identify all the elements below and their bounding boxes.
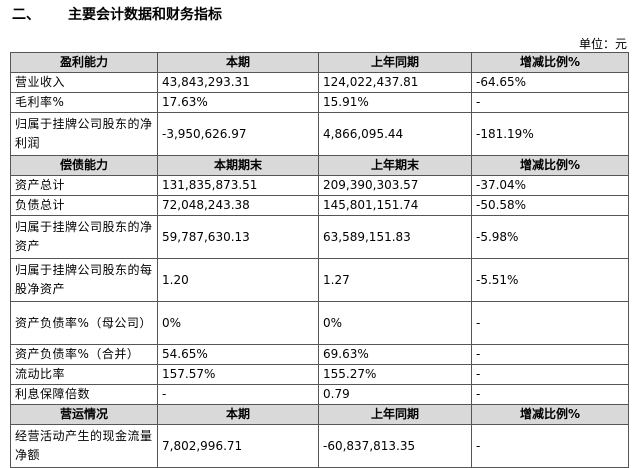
header-cell: 本期期末	[157, 155, 319, 176]
data-row: 流动比率 157.57% 155.27% -	[10, 364, 629, 385]
cell: -181.19%	[471, 112, 629, 156]
data-row: 营业收入 43,843,293.31 124,022,437.81 -64.65%	[10, 72, 629, 93]
data-row: 归属于挂牌公司股东的净利润 -3,950,626.97 4,866,095.44 -1…	[10, 112, 629, 156]
cell: -64.65%	[471, 72, 629, 93]
cell: 0%	[157, 301, 319, 345]
row-label: 流动比率	[10, 364, 158, 385]
row-label: 营业收入	[10, 72, 158, 93]
header-cell: 营运情况	[10, 404, 158, 425]
cell: -	[471, 92, 629, 113]
financial-table: 盈利能力 本期 上年同期 增减比例% 营业收入 43,843,293.31 124,022,…	[10, 52, 629, 468]
data-row: 资产负债率%（母公司） 0% 0% -	[10, 301, 629, 345]
cell: -5.98%	[471, 215, 629, 259]
data-row: 资产负债率%（合并） 54.65% 69.63% -	[10, 344, 629, 365]
section-number: 二、	[12, 7, 40, 23]
cell: 63,589,151.83	[318, 215, 472, 259]
cell: -60,837,813.35	[318, 424, 472, 468]
data-row: 资产总计 131,835,873.51 209,390,303.57 -37.04%	[10, 175, 629, 196]
cell: -3,950,626.97	[157, 112, 319, 156]
row-label: 资产负债率%（母公司）	[10, 301, 158, 345]
data-row: 毛利率% 17.63% 15.91% -	[10, 92, 629, 113]
cell: -	[471, 424, 629, 468]
cell: 155.27%	[318, 364, 472, 385]
cell: -	[471, 384, 629, 405]
cell: 0.79	[318, 384, 472, 405]
cell: 1.20	[157, 258, 319, 302]
row-label: 资产总计	[10, 175, 158, 196]
cell: 17.63%	[157, 92, 319, 113]
header-cell: 上年同期	[318, 404, 472, 425]
cell: 54.65%	[157, 344, 319, 365]
cell: 1.27	[318, 258, 472, 302]
cell: 69.63%	[318, 344, 472, 365]
cell: 131,835,873.51	[157, 175, 319, 196]
cell: 15.91%	[318, 92, 472, 113]
row-label: 负债总计	[10, 195, 158, 216]
row-label: 归属于挂牌公司股东的每股净资产	[10, 258, 158, 302]
cell: 7,802,996.71	[157, 424, 319, 468]
row-label: 利息保障倍数	[10, 384, 158, 405]
header-cell: 上年同期	[318, 52, 472, 73]
header-cell: 偿债能力	[10, 155, 158, 176]
cell: -	[157, 384, 319, 405]
cell: 157.57%	[157, 364, 319, 385]
cell: 0%	[318, 301, 472, 345]
header-cell: 增减比例%	[471, 404, 629, 425]
header-cell: 上年期末	[318, 155, 472, 176]
cell: -37.04%	[471, 175, 629, 196]
cell: -50.58%	[471, 195, 629, 216]
header-cell: 增减比例%	[471, 52, 629, 73]
row-label: 归属于挂牌公司股东的净利润	[10, 112, 158, 156]
cell: -	[471, 301, 629, 345]
header-cell: 本期	[157, 52, 319, 73]
unit-note: 单位：元	[578, 37, 627, 51]
section-heading: 二、 主要会计数据和财务指标	[12, 4, 222, 24]
data-row: 利息保障倍数 -0.79-	[10, 384, 629, 405]
cell: -	[471, 344, 629, 365]
cell: 4,866,095.44	[318, 112, 472, 156]
row-label: 资产负债率%（合并）	[10, 344, 158, 365]
cell: 43,843,293.31	[157, 72, 319, 93]
cell: 59,787,630.13	[157, 215, 319, 259]
header-row: 偿债能力 本期期末 上年期末 增减比例%	[10, 155, 629, 176]
page: {"heading": {"number": "二、", "title": "主…	[10, 4, 629, 468]
header-row: 营运情况 本期 上年同期 增减比例%	[10, 404, 629, 425]
cell: -5.51%	[471, 258, 629, 302]
cell: 72,048,243.38	[157, 195, 319, 216]
header-row: 盈利能力 本期 上年同期 增减比例%	[10, 52, 629, 73]
cell: 145,801,151.74	[318, 195, 472, 216]
section-title: 主要会计数据和财务指标	[68, 7, 222, 23]
cell: 124,022,437.81	[318, 72, 472, 93]
cell: -	[471, 364, 629, 385]
row-label: 毛利率%	[10, 92, 158, 113]
data-row: 负债总计 72,048,243.38 145,801,151.74 -50.58%	[10, 195, 629, 216]
row-label: 经营活动产生的现金流量净额	[10, 424, 158, 468]
header-cell: 盈利能力	[10, 52, 158, 73]
data-row: 经营活动产生的现金流量净额 7,802,996.71 -60,837,813.35-	[10, 424, 629, 468]
header-cell: 增减比例%	[471, 155, 629, 176]
data-row: 归属于挂牌公司股东的净资产 59,787,630.13 63,589,151.83-…	[10, 215, 629, 259]
header-cell: 本期	[157, 404, 319, 425]
row-label: 归属于挂牌公司股东的净资产	[10, 215, 158, 259]
cell: 209,390,303.57	[318, 175, 472, 196]
data-row: 归属于挂牌公司股东的每股净资产 1.20 1.27 -5.51%	[10, 258, 629, 302]
